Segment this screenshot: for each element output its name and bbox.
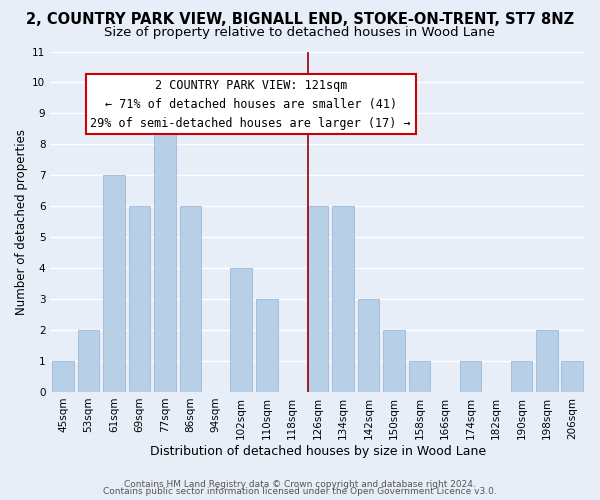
Bar	[77, 330, 99, 392]
Bar	[179, 206, 201, 392]
Text: 2, COUNTRY PARK VIEW, BIGNALL END, STOKE-ON-TRENT, ST7 8NZ: 2, COUNTRY PARK VIEW, BIGNALL END, STOKE…	[26, 12, 574, 28]
Bar	[460, 361, 481, 392]
Bar	[103, 176, 125, 392]
Bar	[511, 361, 532, 392]
Bar	[230, 268, 252, 392]
Bar	[52, 361, 74, 392]
Text: Contains public sector information licensed under the Open Government Licence v3: Contains public sector information licen…	[103, 487, 497, 496]
X-axis label: Distribution of detached houses by size in Wood Lane: Distribution of detached houses by size …	[149, 444, 486, 458]
Text: Contains HM Land Registry data © Crown copyright and database right 2024.: Contains HM Land Registry data © Crown c…	[124, 480, 476, 489]
Bar	[383, 330, 405, 392]
Bar	[536, 330, 557, 392]
Bar	[562, 361, 583, 392]
Bar	[154, 114, 176, 392]
Bar	[128, 206, 150, 392]
Bar	[409, 361, 430, 392]
Text: Size of property relative to detached houses in Wood Lane: Size of property relative to detached ho…	[104, 26, 496, 39]
Y-axis label: Number of detached properties: Number of detached properties	[15, 128, 28, 314]
Bar	[358, 299, 379, 392]
Bar	[307, 206, 328, 392]
Bar	[332, 206, 354, 392]
Text: 2 COUNTRY PARK VIEW: 121sqm
← 71% of detached houses are smaller (41)
29% of sem: 2 COUNTRY PARK VIEW: 121sqm ← 71% of det…	[91, 78, 411, 130]
Bar	[256, 299, 278, 392]
